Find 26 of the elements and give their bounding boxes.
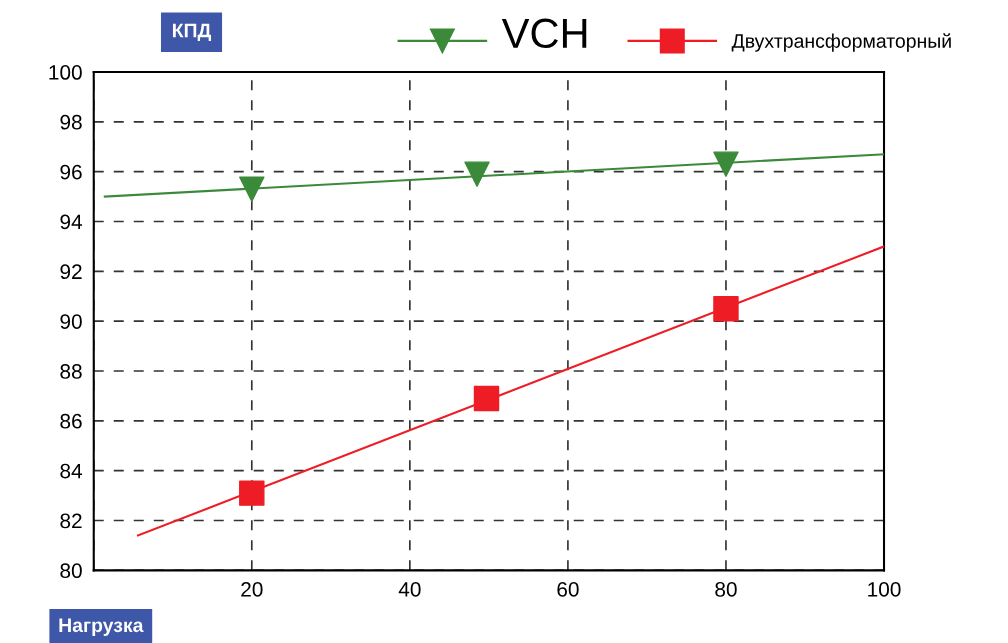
- y-axis-title: КПД: [172, 23, 212, 42]
- point: [464, 161, 490, 187]
- point: [473, 385, 500, 412]
- y-tick-label: 90: [60, 314, 82, 329]
- y-tick-label: 92: [60, 264, 82, 280]
- y-tick-label: 86: [60, 413, 82, 429]
- y-tick-label: 98: [60, 114, 82, 130]
- y-tick-label: 80: [60, 563, 82, 579]
- x-axis-title: Нагрузка: [59, 618, 144, 636]
- legend-label: Двухтрансформаторный: [731, 33, 951, 52]
- point: [713, 151, 739, 177]
- x-tick-label: 20: [241, 582, 263, 597]
- y-tick-label: 100: [49, 65, 82, 80]
- point: [713, 295, 739, 322]
- y-tick-label: 96: [60, 164, 82, 180]
- legend-label: VCH: [501, 18, 587, 49]
- point: [239, 176, 265, 202]
- y-tick-label: 88: [60, 364, 82, 379]
- point: [239, 480, 265, 506]
- y-tick-label: 82: [60, 513, 82, 529]
- x-tick-label: 80: [715, 582, 737, 597]
- x-tick-label: 60: [557, 582, 579, 597]
- x-tick-label: 40: [398, 582, 421, 597]
- y-tick-label: 94: [60, 214, 83, 230]
- y-tick-label: 84: [60, 463, 83, 479]
- x-tick-label: 100: [868, 582, 901, 597]
